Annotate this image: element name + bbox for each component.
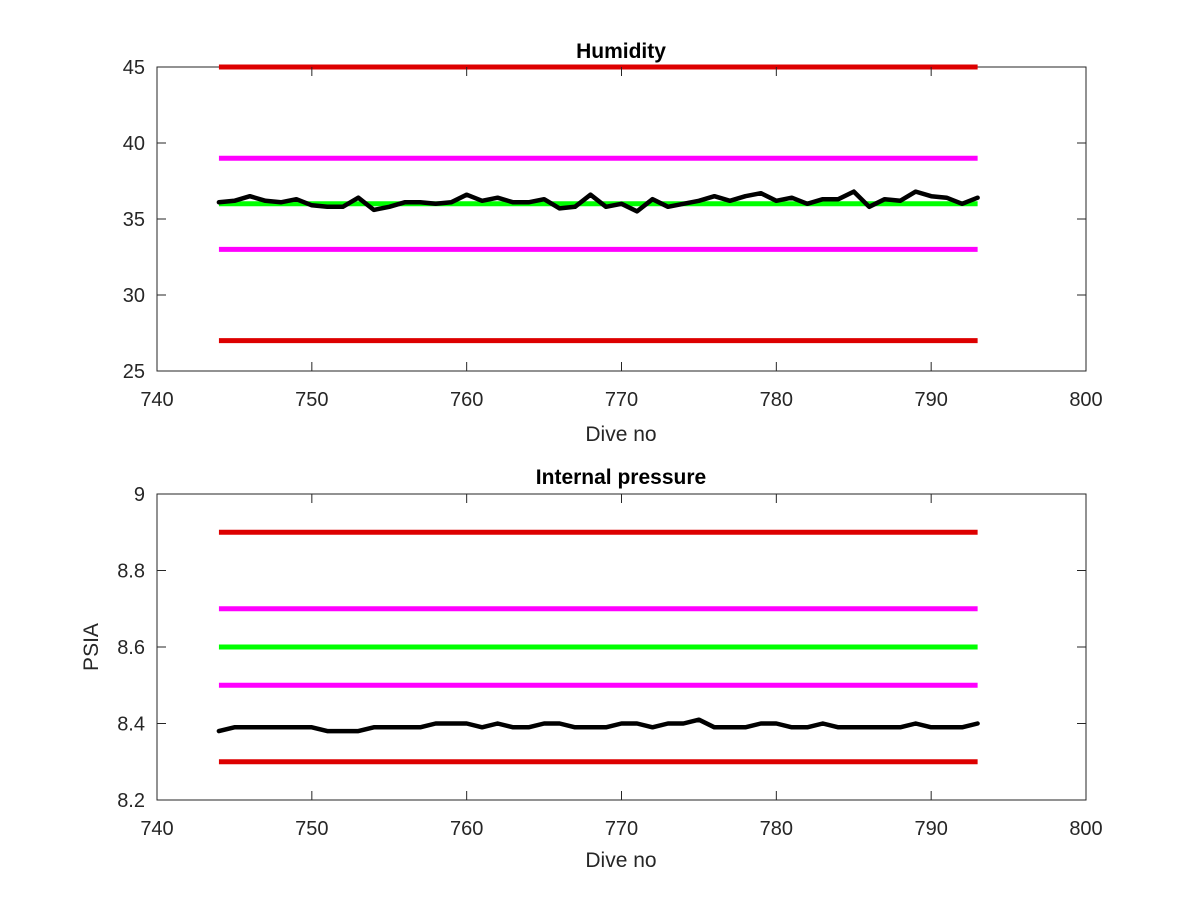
humidity-x-tick-label: 750 <box>295 389 328 411</box>
internal-pressure-x-tick-label: 800 <box>1069 818 1102 840</box>
humidity-x-tick-label: 800 <box>1069 389 1102 411</box>
internal-pressure-chart-title: Internal pressure <box>536 466 706 489</box>
internal-pressure-y-axis-label: PSIA <box>80 623 103 671</box>
humidity-y-tick-label: 25 <box>123 361 145 383</box>
humidity-y-tick-label: 35 <box>123 209 145 231</box>
humidity-x-tick-label: 760 <box>450 389 483 411</box>
internal-pressure-y-tick-label: 8.6 <box>117 637 145 659</box>
internal-pressure-x-tick-label: 740 <box>140 818 173 840</box>
humidity-x-tick-label: 740 <box>140 389 173 411</box>
internal-pressure-x-tick-label: 780 <box>760 818 793 840</box>
humidity-chart-title: Humidity <box>576 40 666 63</box>
humidity-plot-area <box>156 66 1087 372</box>
internal-pressure-y-tick-label: 8.8 <box>117 561 145 583</box>
humidity-y-tick-label: 40 <box>123 133 145 155</box>
internal-pressure-chart: Internal pressure Dive no PSIA 740 750 760… <box>80 466 1103 872</box>
internal-pressure-data-series-0 <box>216 717 980 734</box>
humidity-data-series-0 <box>216 189 980 214</box>
humidity-x-axis-label: Dive no <box>585 423 656 446</box>
humidity-y-tick-label: 45 <box>123 57 145 79</box>
internal-pressure-x-axis-label: Dive no <box>585 849 656 872</box>
internal-pressure-x-tick-label: 790 <box>914 818 947 840</box>
internal-pressure-y-tick-label: 9 <box>134 484 145 506</box>
humidity-x-tick-label: 790 <box>914 389 947 411</box>
humidity-x-tick-label: 780 <box>760 389 793 411</box>
humidity-chart: Humidity Dive no 740 750 760 770 780 790 800 25… <box>123 40 1103 446</box>
internal-pressure-y-tick-label: 8.2 <box>117 790 145 812</box>
internal-pressure-x-tick-label: 750 <box>295 818 328 840</box>
humidity-x-tick-label: 770 <box>605 389 638 411</box>
internal-pressure-x-tick-label: 760 <box>450 818 483 840</box>
internal-pressure-y-tick-label: 8.4 <box>117 714 145 736</box>
internal-pressure-x-tick-label: 770 <box>605 818 638 840</box>
humidity-y-tick-label: 30 <box>123 285 145 307</box>
